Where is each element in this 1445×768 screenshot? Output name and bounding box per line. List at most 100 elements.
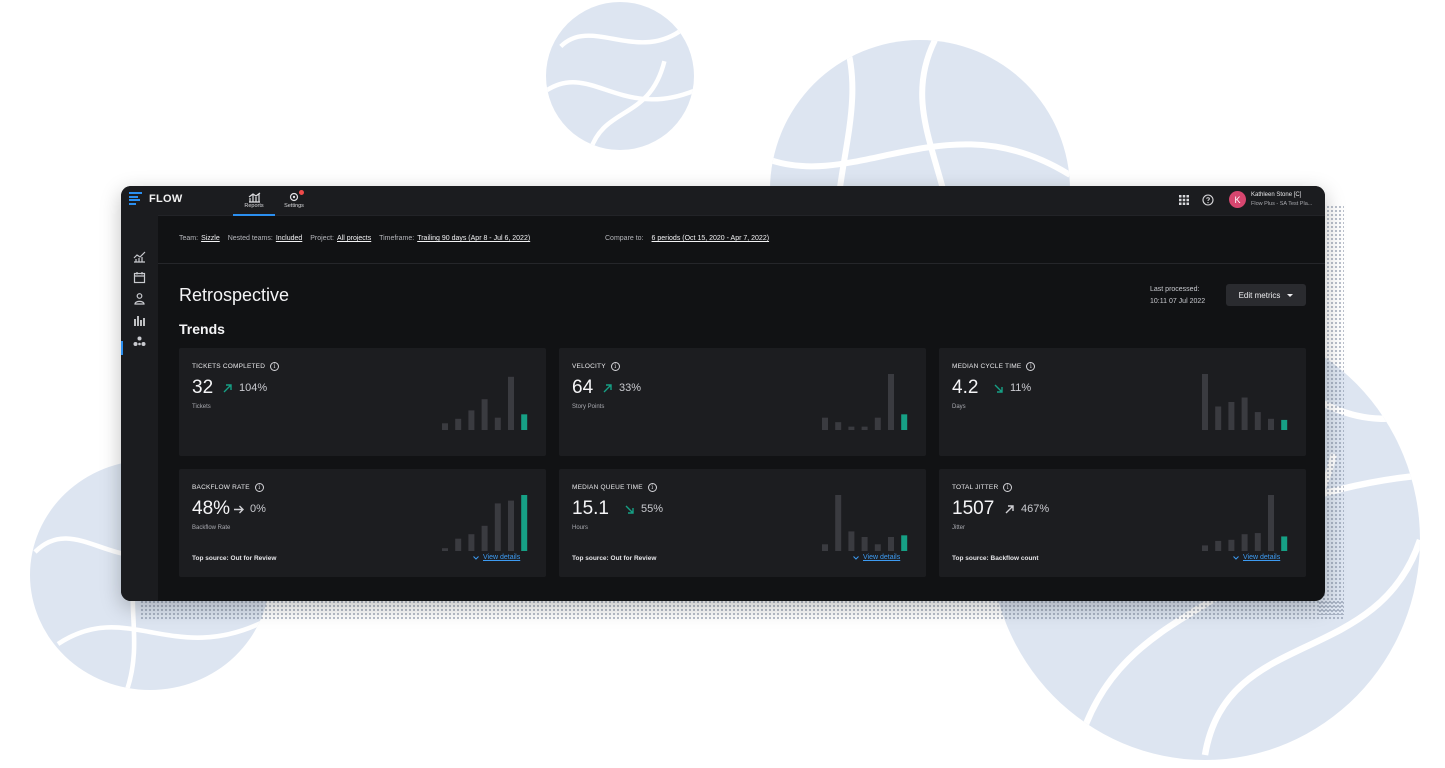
metric-unit: Story Points bbox=[572, 404, 605, 410]
calendar-icon[interactable] bbox=[133, 271, 146, 284]
team-label: Team: bbox=[179, 235, 199, 242]
sparkline-bar bbox=[1241, 397, 1248, 430]
sparkline-bar bbox=[861, 426, 868, 430]
timeframe-link[interactable]: Trailing 90 days (Apr 8 - Jul 6, 2022) bbox=[417, 235, 531, 242]
sparkline-bar bbox=[442, 423, 448, 430]
trend-arrow-icon bbox=[1005, 504, 1014, 513]
bar-chart-icon[interactable] bbox=[133, 314, 146, 327]
metric-change: 11% bbox=[1010, 382, 1032, 394]
compare-link[interactable]: 6 periods (Oct 15, 2020 - Apr 7, 2022) bbox=[651, 235, 770, 242]
info-icon[interactable]: i bbox=[1026, 362, 1036, 371]
person-icon[interactable] bbox=[133, 292, 146, 305]
decorative-dots bbox=[140, 600, 1345, 620]
metric-card[interactable]: VELOCITY i 64 33% Story Points bbox=[559, 348, 926, 456]
trend-arrow-icon bbox=[234, 505, 244, 513]
metric-card[interactable]: BACKFLOW RATE i 48% 0% Backflow Rate Top… bbox=[179, 469, 546, 577]
network-icon[interactable] bbox=[133, 335, 146, 348]
view-details-link[interactable]: View details bbox=[473, 554, 520, 561]
sparkline-bar bbox=[861, 537, 868, 551]
help-icon[interactable] bbox=[1202, 193, 1214, 206]
nav-tab-reports[interactable]: Reports bbox=[233, 189, 275, 216]
metric-unit: Tickets bbox=[192, 404, 211, 410]
top-source: Top source: Out for Review bbox=[192, 555, 277, 562]
metric-label: VELOCITY i bbox=[572, 362, 620, 371]
project-link[interactable]: All projects bbox=[337, 235, 372, 242]
team-link[interactable]: Sizzle bbox=[201, 235, 220, 242]
info-icon[interactable]: i bbox=[270, 362, 280, 371]
metric-change: 33% bbox=[619, 382, 642, 394]
flow-logo[interactable]: FLOW bbox=[129, 192, 183, 205]
view-details-link[interactable]: View details bbox=[853, 554, 900, 561]
metric-card[interactable]: TOTAL JITTER i 1507 467% Jitter Top sour… bbox=[939, 469, 1306, 577]
sparkline-bar bbox=[521, 414, 528, 430]
sparkline-bar bbox=[508, 500, 514, 551]
sparkline-bar bbox=[1268, 495, 1274, 551]
section-title: Trends bbox=[179, 321, 225, 337]
user-menu[interactable]: Kathleen Stone [C] Flow Plus - SA Test P… bbox=[1251, 191, 1312, 209]
metric-trend: 33% bbox=[602, 382, 641, 394]
info-icon[interactable]: i bbox=[1003, 483, 1013, 492]
sidebar bbox=[121, 215, 158, 601]
sparkline-bar bbox=[1281, 536, 1288, 551]
page-title: Retrospective bbox=[179, 285, 290, 305]
view-details-link[interactable]: View details bbox=[1233, 554, 1280, 561]
view-details-label: View details bbox=[1243, 554, 1281, 561]
apps-grid-icon[interactable] bbox=[1178, 193, 1190, 205]
metric-unit: Hours bbox=[572, 525, 589, 531]
sparkline-chart bbox=[442, 495, 528, 551]
sparkline-bar bbox=[888, 374, 894, 430]
edit-metrics-button[interactable]: Edit metrics bbox=[1226, 284, 1306, 306]
view-details-label: View details bbox=[483, 554, 521, 561]
sparkline-bar bbox=[468, 410, 475, 430]
top-source: Top source: Backflow count bbox=[952, 555, 1039, 562]
sparkline-chart bbox=[1202, 374, 1288, 430]
user-org: Flow Plus - SA Test Pla... bbox=[1251, 201, 1313, 207]
sparkline-bar bbox=[874, 544, 881, 551]
decorative-blob bbox=[546, 2, 694, 150]
info-icon[interactable]: i bbox=[610, 362, 620, 371]
info-icon[interactable]: i bbox=[647, 483, 657, 492]
last-processed-time: 10:11 07 Jul 2022 bbox=[1150, 298, 1206, 305]
nav-tab-settings[interactable]: Settings bbox=[274, 189, 314, 209]
sparkline-bar bbox=[521, 495, 528, 551]
sparkline-bar bbox=[1254, 533, 1261, 551]
sparkline-bar bbox=[1254, 412, 1261, 430]
sparkline-bar bbox=[455, 418, 462, 430]
reports-chart-icon bbox=[234, 189, 274, 203]
sparkline-bar bbox=[1215, 406, 1222, 430]
chevron-down-icon bbox=[853, 555, 859, 560]
metric-trend: 55% bbox=[624, 503, 663, 515]
sparkline-bar bbox=[1268, 418, 1274, 430]
metric-label: TOTAL JITTER i bbox=[952, 483, 1013, 492]
metric-change: 0% bbox=[250, 503, 266, 515]
metric-label: MEDIAN CYCLE TIME i bbox=[952, 362, 1036, 371]
project-label: Project: bbox=[310, 235, 334, 242]
metric-label-text: VELOCITY bbox=[572, 363, 606, 370]
nav-tab-label: Settings bbox=[284, 203, 304, 209]
info-icon[interactable]: i bbox=[254, 483, 264, 492]
metric-label-text: MEDIAN QUEUE TIME bbox=[572, 484, 643, 491]
metric-card[interactable]: TICKETS COMPLETED i 32 104% Tickets bbox=[179, 348, 546, 456]
sparkline-bar bbox=[1215, 540, 1222, 551]
metric-label: BACKFLOW RATE i bbox=[192, 483, 264, 492]
metric-label: MEDIAN QUEUE TIME i bbox=[572, 483, 657, 492]
sparkline-bar bbox=[848, 531, 855, 551]
sparkline-bar bbox=[1281, 419, 1288, 430]
metric-card[interactable]: MEDIAN QUEUE TIME i 15.1 55% Hours Top s… bbox=[559, 469, 926, 577]
trend-arrow-icon bbox=[625, 505, 634, 514]
sparkline-bar bbox=[468, 534, 475, 551]
metric-unit: Jitter bbox=[952, 525, 966, 531]
metric-card[interactable]: MEDIAN CYCLE TIME i 4.2 11% Days bbox=[939, 348, 1306, 456]
gear-icon bbox=[274, 189, 314, 203]
trend-chart-icon[interactable] bbox=[133, 250, 146, 263]
nav-tab-label: Reports bbox=[244, 203, 264, 209]
nested-teams-link[interactable]: Included bbox=[275, 235, 303, 242]
metric-value: 32 bbox=[192, 377, 214, 398]
sparkline-bar bbox=[481, 525, 488, 551]
sparkline-chart bbox=[1202, 495, 1288, 551]
metric-trend: 11% bbox=[993, 382, 1031, 394]
top-source: Top source: Out for Review bbox=[572, 555, 657, 562]
avatar[interactable]: K bbox=[1229, 191, 1246, 208]
view-details-label: View details bbox=[863, 554, 901, 561]
sparkline-bar bbox=[1228, 402, 1235, 430]
